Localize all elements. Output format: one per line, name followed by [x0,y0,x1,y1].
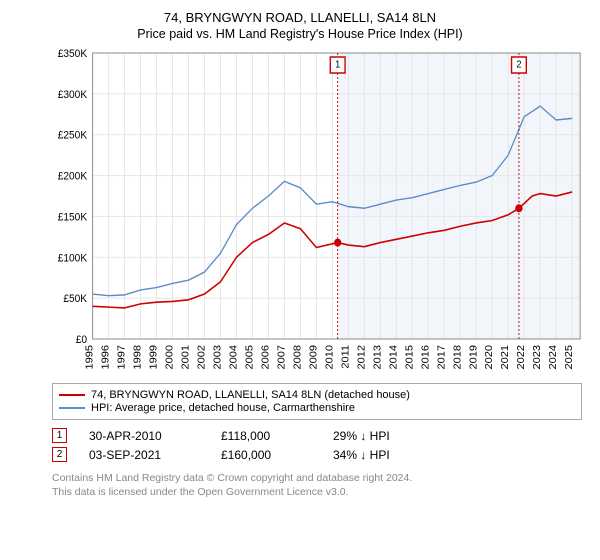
svg-text:2024: 2024 [548,345,560,370]
legend-swatch [59,394,85,396]
legend-item: HPI: Average price, detached house, Carm… [59,402,575,414]
svg-text:2001: 2001 [180,345,192,370]
svg-text:£50K: £50K [63,293,87,305]
svg-text:2013: 2013 [372,345,384,370]
svg-text:2009: 2009 [308,345,320,370]
svg-text:2003: 2003 [212,345,224,370]
svg-text:2022: 2022 [516,345,528,370]
marker-row: 2 03-SEP-2021 £160,000 34% ↓ HPI [52,447,582,462]
marker-date: 30-APR-2010 [89,429,199,443]
marker-badge: 2 [52,447,67,462]
svg-text:£300K: £300K [58,89,87,101]
svg-text:2015: 2015 [404,345,416,370]
chart-subtitle: Price paid vs. HM Land Registry's House … [12,27,588,41]
svg-text:2010: 2010 [324,345,336,370]
legend-swatch [59,407,85,409]
svg-text:£100K: £100K [58,252,87,264]
svg-text:2023: 2023 [532,345,544,370]
svg-text:2: 2 [516,59,521,70]
marker-price: £118,000 [221,429,311,443]
legend-label: HPI: Average price, detached house, Carm… [91,402,355,414]
svg-text:1999: 1999 [148,345,160,370]
chart-svg: £0 £50K £100K £150K £200K £250K £300K £350K 1995… [52,49,582,379]
svg-text:2014: 2014 [388,345,400,370]
svg-text:1998: 1998 [132,345,144,370]
svg-text:2019: 2019 [468,345,480,370]
svg-text:1996: 1996 [100,345,112,370]
svg-text:1: 1 [335,59,340,70]
svg-text:2007: 2007 [276,345,288,370]
chart-container: 74, BRYNGWYN ROAD, LLANELLI, SA14 8LN Pr… [0,0,600,560]
svg-text:1995: 1995 [84,345,96,370]
legend-label: 74, BRYNGWYN ROAD, LLANELLI, SA14 8LN (d… [91,389,410,401]
svg-text:2021: 2021 [500,345,512,370]
marker-date: 03-SEP-2021 [89,448,199,462]
svg-text:£200K: £200K [58,170,87,182]
marker-note: 29% ↓ HPI [333,429,390,443]
svg-text:2012: 2012 [356,345,368,370]
svg-text:£350K: £350K [58,49,87,60]
svg-text:2000: 2000 [164,345,176,370]
svg-text:2005: 2005 [244,345,256,370]
svg-text:2018: 2018 [452,345,464,370]
legend: 74, BRYNGWYN ROAD, LLANELLI, SA14 8LN (d… [52,383,582,420]
svg-text:£150K: £150K [58,211,87,223]
legend-item: 74, BRYNGWYN ROAD, LLANELLI, SA14 8LN (d… [59,389,575,401]
svg-text:2025: 2025 [564,345,576,370]
svg-text:2008: 2008 [292,345,304,370]
svg-text:2002: 2002 [196,345,208,370]
svg-text:1997: 1997 [116,345,128,370]
marker-table: 1 30-APR-2010 £118,000 29% ↓ HPI 2 03-SEP-202… [52,428,582,462]
svg-text:2016: 2016 [420,345,432,370]
svg-text:2006: 2006 [260,345,272,370]
svg-text:2020: 2020 [484,345,496,370]
svg-text:2004: 2004 [228,345,240,370]
svg-text:2017: 2017 [436,345,448,370]
footer-line-2: This data is licensed under the Open Gov… [52,486,582,500]
plot-area: £0 £50K £100K £150K £200K £250K £300K £350K 1995… [52,49,582,379]
svg-text:£0: £0 [76,334,87,346]
marker-note: 34% ↓ HPI [333,448,390,462]
svg-text:2011: 2011 [340,345,352,369]
chart-title: 74, BRYNGWYN ROAD, LLANELLI, SA14 8LN [12,10,588,25]
svg-text:£250K: £250K [58,129,87,141]
footer-line-1: Contains HM Land Registry data © Crown c… [52,472,582,486]
marker-row: 1 30-APR-2010 £118,000 29% ↓ HPI [52,428,582,443]
marker-badge: 1 [52,428,67,443]
footer-attribution: Contains HM Land Registry data © Crown c… [52,472,582,499]
marker-price: £160,000 [221,448,311,462]
